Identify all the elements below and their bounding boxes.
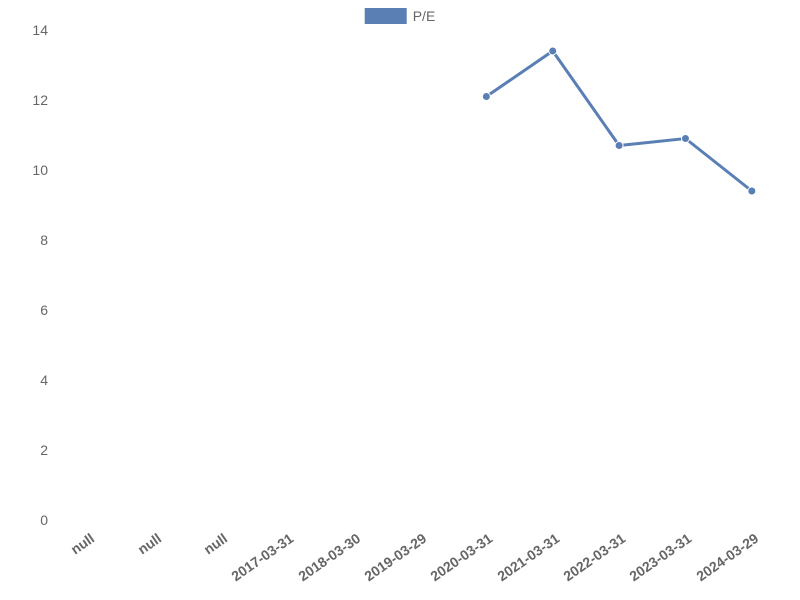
x-tick-label: 2020-03-31 xyxy=(428,530,496,584)
x-tick-label: 2023-03-31 xyxy=(627,530,695,584)
legend-swatch xyxy=(365,8,407,24)
x-tick-label: null xyxy=(134,530,164,557)
line-marker xyxy=(549,47,557,55)
x-tick-label: null xyxy=(201,530,231,557)
line-marker xyxy=(615,142,623,150)
x-tick-label: null xyxy=(68,530,98,557)
chart-legend: P/E xyxy=(365,8,436,24)
pe-line-chart: P/E 02468101214nullnullnull2017-03-31201… xyxy=(0,0,800,600)
line-marker xyxy=(681,135,689,143)
x-tick-label: 2021-03-31 xyxy=(494,530,562,584)
x-tick-label: 2019-03-29 xyxy=(361,530,429,584)
y-tick-label: 4 xyxy=(8,372,48,388)
y-tick-label: 6 xyxy=(8,302,48,318)
y-tick-label: 2 xyxy=(8,442,48,458)
plot-svg xyxy=(55,30,785,520)
x-tick-label: 2018-03-30 xyxy=(295,530,363,584)
line-marker xyxy=(482,93,490,101)
y-tick-label: 8 xyxy=(8,232,48,248)
line-marker xyxy=(748,187,756,195)
x-tick-label: 2022-03-31 xyxy=(560,530,628,584)
x-tick-label: 2017-03-31 xyxy=(229,530,297,584)
y-tick-label: 10 xyxy=(8,162,48,178)
y-tick-label: 0 xyxy=(8,512,48,528)
y-tick-label: 14 xyxy=(8,22,48,38)
y-tick-label: 12 xyxy=(8,92,48,108)
x-tick-label: 2024-03-29 xyxy=(693,530,761,584)
plot-area xyxy=(55,30,785,520)
line-series xyxy=(486,51,751,191)
legend-label: P/E xyxy=(413,8,436,24)
